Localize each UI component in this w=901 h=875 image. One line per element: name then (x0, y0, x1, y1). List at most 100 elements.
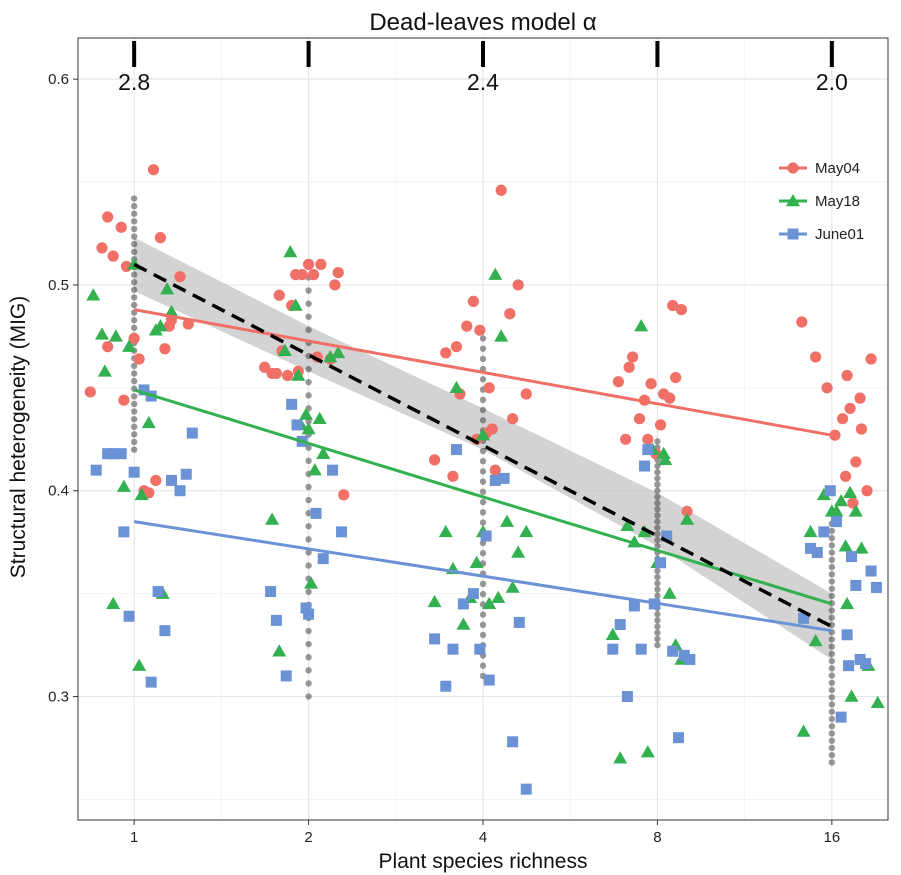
legend-label: June01 (815, 226, 864, 243)
point-may18 (840, 596, 855, 610)
point-may18 (838, 539, 853, 552)
point-may18 (427, 594, 442, 608)
overall-point (305, 693, 312, 700)
overall-point (654, 580, 661, 587)
point-june01 (678, 649, 690, 661)
point-june01 (860, 658, 872, 670)
point-may18 (613, 751, 628, 764)
point-june01 (90, 464, 102, 476)
point-june01 (457, 598, 469, 610)
point-may04 (159, 343, 171, 355)
point-may04 (654, 419, 667, 431)
point-may04 (428, 454, 441, 466)
point-may18 (301, 422, 316, 435)
overall-point (654, 573, 661, 581)
overall-point (130, 377, 138, 385)
overall-point (654, 506, 661, 513)
fit-line-june01 (133, 520, 833, 633)
overall-point (828, 585, 836, 592)
point-june01 (854, 653, 866, 665)
point-may04 (664, 392, 676, 404)
overall-point (479, 417, 487, 424)
point-may18 (469, 555, 484, 569)
legend-label: May18 (815, 193, 860, 210)
point-june01 (145, 676, 157, 688)
point-may04 (810, 351, 822, 363)
point-may04 (143, 487, 155, 499)
point-june01 (614, 619, 626, 630)
point-may18 (605, 627, 620, 641)
point-may04 (447, 470, 459, 482)
overall-point (130, 218, 138, 225)
point-may18 (307, 463, 322, 476)
overall-point (479, 509, 487, 516)
point-may18 (634, 319, 649, 332)
point-may18 (316, 446, 331, 459)
point-may18 (808, 633, 823, 647)
point-may04 (290, 269, 302, 281)
overall-point (828, 679, 836, 687)
overall-point (828, 744, 836, 752)
point-may04 (302, 258, 315, 270)
overall-point (130, 317, 138, 324)
overall-point (479, 457, 487, 465)
point-may04 (829, 429, 841, 441)
overall-point (130, 233, 138, 240)
x-tick-label: 2 (304, 829, 312, 846)
point-june01 (310, 507, 322, 519)
point-may18 (283, 245, 298, 258)
overall-point (828, 657, 836, 665)
point-june01 (166, 474, 178, 486)
point-may18 (116, 479, 131, 492)
point-june01 (684, 653, 696, 665)
overall-point (305, 365, 312, 373)
point-may18 (288, 298, 303, 311)
x-axis-title: Plant species richness (379, 850, 588, 873)
legend-key-marker (786, 194, 800, 207)
top-axis-tick (829, 41, 834, 67)
point-may04 (507, 413, 519, 425)
point-may18 (323, 349, 338, 363)
point-may18 (153, 319, 168, 332)
point-may18 (843, 485, 858, 499)
overall-point (654, 629, 661, 636)
point-june01 (474, 643, 486, 655)
point-may04 (450, 341, 463, 353)
point-june01 (180, 468, 192, 480)
overall-point (828, 737, 836, 744)
point-may04 (840, 470, 852, 482)
point-june01 (483, 674, 495, 686)
overall-point (828, 556, 836, 564)
overall-point (305, 496, 312, 504)
overall-point (828, 549, 836, 556)
overall-point (828, 563, 836, 571)
overall-point (305, 549, 312, 556)
legend-key-marker (787, 228, 799, 240)
point-may04 (486, 423, 498, 435)
point-may04 (633, 413, 646, 425)
overall-point (479, 590, 487, 598)
point-may18 (456, 617, 471, 630)
overall-point (130, 324, 138, 332)
point-may04 (128, 332, 140, 345)
point-may04 (489, 464, 501, 476)
point-may04 (259, 361, 271, 373)
overall-point (479, 488, 487, 496)
point-june01 (798, 612, 810, 624)
overall-point (130, 294, 138, 301)
overall-point (654, 617, 661, 624)
point-june01 (489, 474, 501, 486)
point-may18 (494, 329, 509, 342)
point-may04 (681, 505, 693, 517)
legend-label: May04 (815, 160, 860, 177)
point-may04 (642, 433, 654, 445)
top-axis-title: Dead-leaves model α (369, 9, 596, 36)
overall-point (654, 493, 661, 501)
point-june01 (300, 602, 312, 614)
overall-point (828, 643, 836, 650)
overall-point (479, 355, 487, 363)
point-may18 (141, 415, 156, 429)
point-may18 (491, 590, 506, 603)
point-may18 (658, 452, 673, 466)
point-june01 (303, 608, 315, 620)
